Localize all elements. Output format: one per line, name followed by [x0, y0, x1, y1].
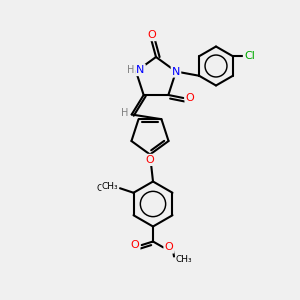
Text: CH₃: CH₃ — [97, 184, 113, 193]
Text: O: O — [147, 30, 156, 40]
Text: O: O — [146, 155, 154, 165]
Text: O: O — [130, 240, 140, 250]
Text: N: N — [136, 65, 145, 75]
Text: CH: CH — [106, 182, 118, 191]
Text: CH₃: CH₃ — [102, 182, 119, 191]
Text: CH₃: CH₃ — [176, 255, 192, 264]
Text: O: O — [164, 242, 173, 253]
Text: Cl: Cl — [244, 51, 255, 61]
Text: N: N — [172, 67, 180, 76]
Text: H: H — [122, 108, 129, 118]
Text: H: H — [127, 65, 134, 75]
Text: O: O — [186, 93, 194, 103]
